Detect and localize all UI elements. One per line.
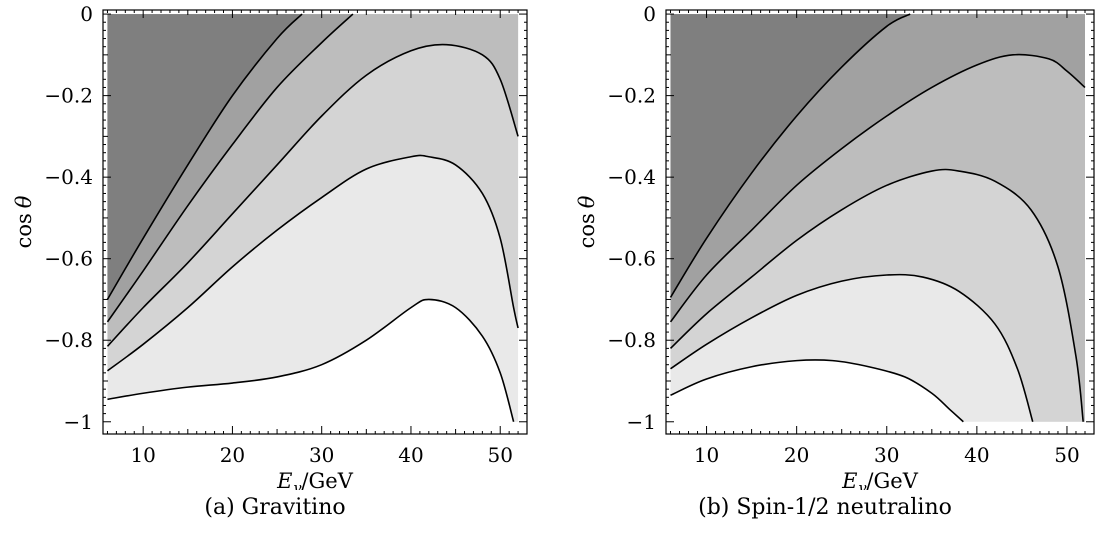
y-axis-label: cosθ (575, 195, 599, 248)
x-tick-label: 20 (220, 443, 245, 467)
y-tick-label: −0.6 (44, 247, 93, 271)
y-axis-label: cosθ (12, 195, 36, 248)
y-tick-label: −0.4 (607, 165, 656, 189)
y-tick-label: 0 (643, 2, 656, 26)
y-tick-label: −0.2 (44, 84, 93, 108)
x-tick-label: 50 (487, 443, 512, 467)
contour-region (670, 14, 911, 298)
contour-line (107, 298, 515, 422)
x-axis-label: Eγ/GeV (841, 469, 919, 490)
contour-line (670, 273, 1034, 422)
x-tick-label: 20 (784, 443, 809, 467)
neutralino-panel: 10 20 30 40 50 0 −0.2 −0.4 −0.6 −0.8 −1 Eγ/GeV cosθ … (550, 0, 1100, 553)
contour-line (669, 53, 1086, 323)
x-tick-label: 30 (874, 443, 899, 467)
x-tick-label: 40 (398, 443, 423, 467)
contour-line (669, 13, 911, 298)
contour-line (669, 168, 1084, 422)
y-tick-label: −0.8 (607, 328, 656, 352)
x-tick-label: 40 (964, 443, 989, 467)
y-tick-label: 0 (80, 2, 93, 26)
contour-region (107, 14, 303, 300)
gravitino-panel: 10 20 30 40 50 0 −0.2 −0.4 −0.6 −0.8 −1 Eγ/GeV cosθ … (12, 2, 528, 520)
contour-line (106, 154, 519, 372)
contour-line (106, 13, 354, 323)
y-tick-label: −0.2 (607, 84, 656, 108)
chart-caption: (a) Gravitino (204, 495, 346, 520)
x-tick-label: 10 (694, 443, 719, 467)
y-tick-label: −1 (627, 410, 656, 434)
x-tick-label: 10 (130, 443, 155, 467)
contour-line (106, 43, 519, 347)
chart-caption: (b) Spin-1/2 neutralino (698, 495, 952, 520)
y-tick-label: −0.8 (44, 328, 93, 352)
contour-line (670, 359, 964, 423)
y-tick-label: −1 (64, 410, 93, 434)
neutralino-contour-plot: 10 20 30 40 50 0 −0.2 −0.4 −0.6 −0.8 −1 Eγ/GeV cosθ (575, 2, 1095, 490)
x-tick-label: 30 (309, 443, 334, 467)
x-tick-label: 50 (1054, 443, 1079, 467)
y-tick-label: −0.6 (607, 247, 656, 271)
x-axis-label: Eγ/GeV (276, 469, 354, 490)
gravitino-contour-plot: 10 20 30 40 50 0 −0.2 −0.4 −0.6 −0.8 −1 Eγ/GeV cosθ (12, 2, 528, 490)
contour-line (106, 13, 303, 300)
plot-frame (102, 9, 528, 435)
y-tick-label: −0.4 (44, 165, 93, 189)
plot-frame (665, 9, 1095, 435)
